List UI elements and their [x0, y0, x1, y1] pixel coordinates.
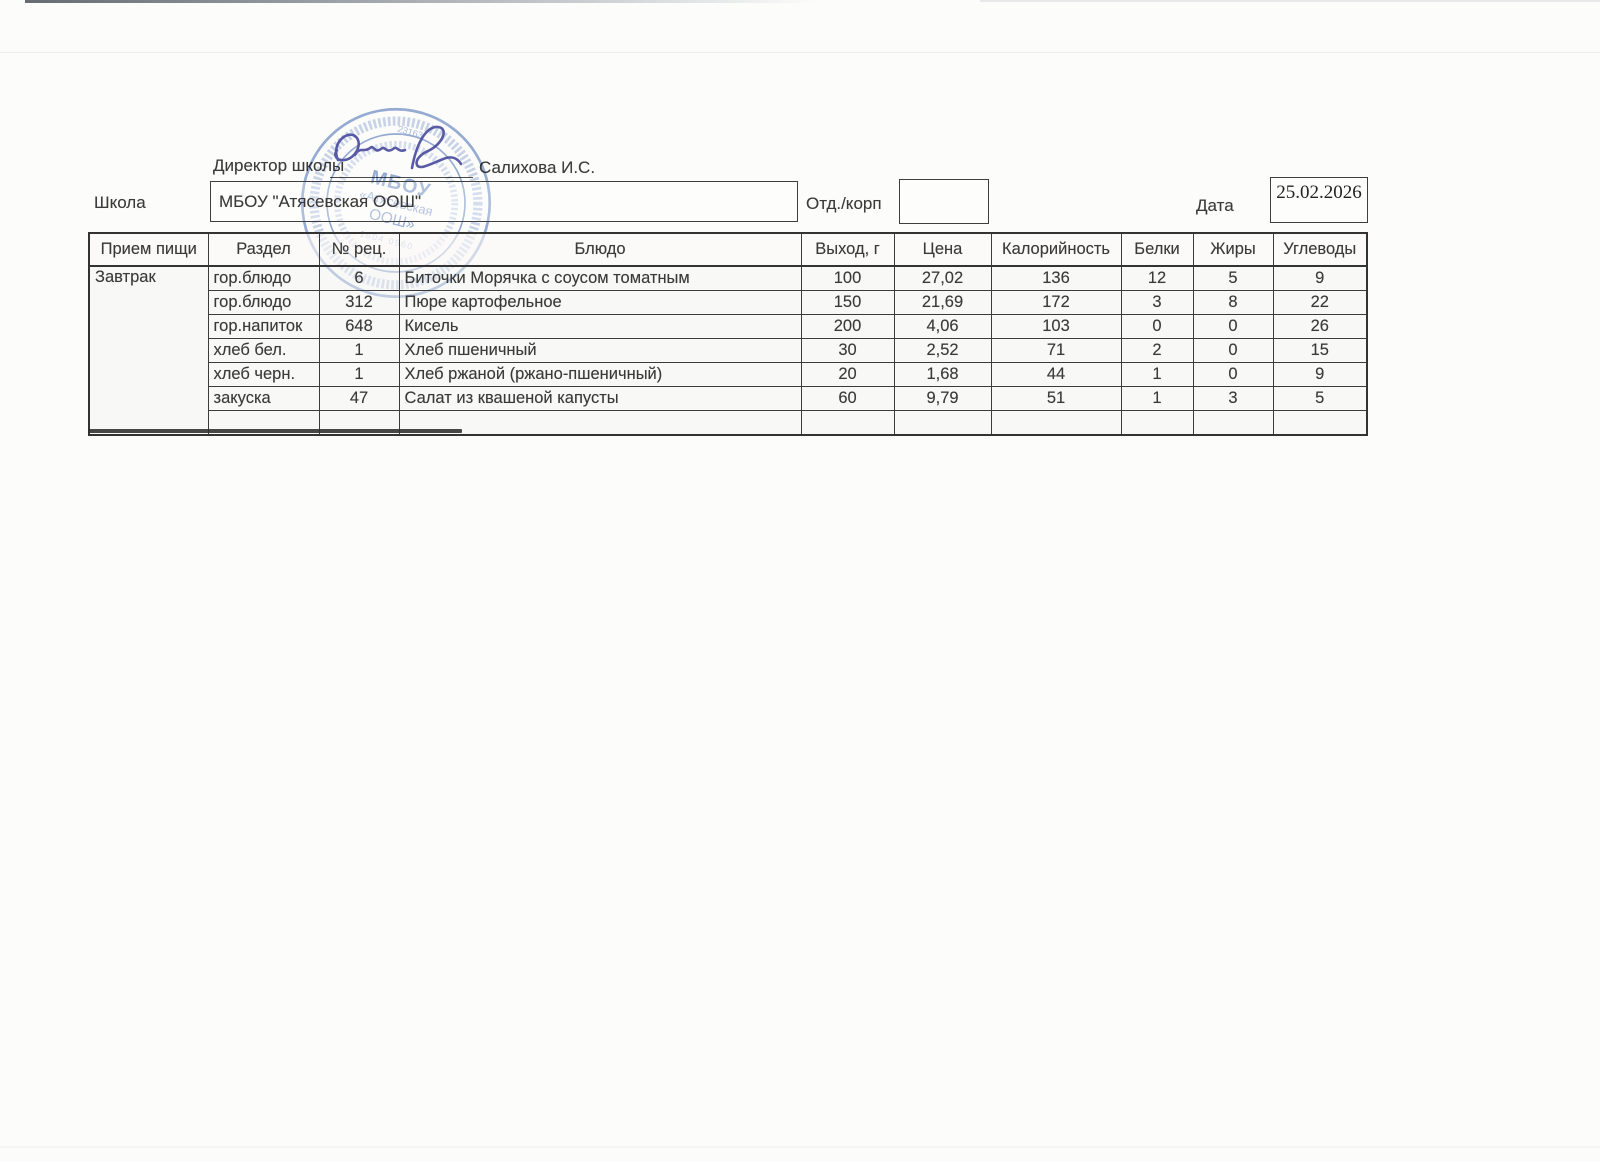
protein-cell: 12	[1120, 265, 1194, 291]
fat-cell: 0	[1192, 314, 1274, 339]
table-row: гор.блюдо 312 Пюре картофельное 150 21,6…	[89, 290, 1368, 315]
weight-cell: 30	[800, 338, 895, 363]
recipe-no-cell: 1	[318, 338, 400, 363]
recipe-no-cell: 648	[318, 314, 400, 339]
col-header-protein: Белки	[1120, 232, 1194, 267]
date-value: 25.02.2026	[1276, 182, 1362, 203]
dish-cell	[398, 410, 802, 436]
dept-corp-label: Отд./корп	[806, 194, 882, 213]
dish-cell: Хлеб пшеничный	[398, 338, 802, 363]
dish-cell: Кисель	[398, 314, 802, 339]
dish-cell: Салат из квашеной капусты	[398, 386, 802, 411]
fat-cell: 5	[1192, 265, 1274, 291]
table-row: Завтрак гор.блюдо 6 Биточки Морячка с со…	[88, 265, 1368, 436]
weight-cell: 100	[800, 265, 895, 291]
calories-cell: 172	[990, 290, 1122, 315]
recipe-no-cell: 47	[318, 386, 400, 411]
meal-group-cell: Завтрак	[88, 265, 209, 436]
dish-cell: Пюре картофельное	[398, 290, 802, 315]
weight-cell: 200	[800, 314, 895, 339]
director-label: Директор школы	[213, 156, 345, 175]
date-label: Дата	[1196, 196, 1234, 215]
scan-artifact-top-line	[25, 0, 815, 3]
calories-cell: 44	[990, 362, 1122, 387]
protein-cell	[1120, 410, 1194, 436]
director-name: Салихова И.С.	[479, 158, 596, 177]
scan-artifact-band	[0, 52, 1600, 53]
recipe-no-cell: 1	[318, 362, 400, 387]
scan-artifact-top-line-right	[980, 0, 1600, 2]
carbs-cell	[1272, 410, 1368, 436]
fat-cell: 8	[1192, 290, 1274, 315]
carbs-cell: 9	[1272, 362, 1368, 387]
section-cell: гор.напиток	[207, 314, 320, 339]
menu-table: Прием пищи Раздел № рец. Блюдо Выход, г …	[88, 232, 1368, 436]
fat-cell: 0	[1192, 338, 1274, 363]
section-cell: гор.блюдо	[207, 290, 320, 315]
price-cell: 4,06	[893, 314, 992, 339]
col-header-price: Цена	[893, 232, 992, 267]
stamp-digits-top: 23163	[396, 124, 423, 141]
table-header-row: Прием пищи Раздел № рец. Блюдо Выход, г …	[88, 232, 1368, 267]
col-header-calories: Калорийность	[990, 232, 1122, 267]
col-header-fat: Жиры	[1192, 232, 1274, 267]
section-cell: закуска	[207, 386, 320, 411]
price-cell: 27,02	[893, 265, 992, 291]
weight-cell: 20	[800, 362, 895, 387]
school-name-box: МБОУ "Атясевская ООШ"	[210, 181, 798, 222]
section-cell: гор.блюдо	[207, 265, 320, 291]
recipe-no-cell: 312	[318, 290, 400, 315]
dish-cell: Хлеб ржаной (ржано-пшеничный)	[398, 362, 802, 387]
protein-cell: 1	[1120, 386, 1194, 411]
section-cell: хлеб черн.	[207, 362, 320, 387]
price-cell	[893, 410, 992, 436]
dept-corp-box	[899, 179, 989, 224]
carbs-cell: 22	[1272, 290, 1368, 315]
scan-artifact-bottom-band	[0, 1146, 1600, 1148]
calories-cell: 136	[990, 265, 1122, 291]
calories-cell: 103	[990, 314, 1122, 339]
price-cell: 1,68	[893, 362, 992, 387]
price-cell: 2,52	[893, 338, 992, 363]
table-row: хлеб бел. 1 Хлеб пшеничный 30 2,52 71 2 …	[89, 338, 1368, 363]
price-cell: 21,69	[893, 290, 992, 315]
weight-cell: 60	[800, 386, 895, 411]
table-row: хлеб черн. 1 Хлеб ржаной (ржано-пшеничны…	[89, 362, 1368, 387]
col-header-section: Раздел	[207, 232, 320, 267]
col-header-weight: Выход, г	[800, 232, 895, 267]
recipe-no-cell: 6	[318, 265, 400, 291]
protein-cell: 3	[1120, 290, 1194, 315]
col-header-carbs: Углеводы	[1272, 232, 1368, 267]
protein-cell: 1	[1120, 362, 1194, 387]
col-header-dish: Блюдо	[398, 232, 802, 267]
weight-cell	[800, 410, 895, 436]
protein-cell: 2	[1120, 338, 1194, 363]
price-cell: 9,79	[893, 386, 992, 411]
table-row: гор.напиток 648 Кисель 200 4,06 103 0 0 …	[89, 314, 1368, 339]
calories-cell: 71	[990, 338, 1122, 363]
carbs-cell: 9	[1272, 265, 1368, 291]
carbs-cell: 15	[1272, 338, 1368, 363]
carbs-cell: 26	[1272, 314, 1368, 339]
school-name-value: МБОУ "Атясевская ООШ"	[219, 191, 422, 211]
table-thick-bottom-border	[88, 429, 462, 433]
weight-cell: 150	[800, 290, 895, 315]
fat-cell: 3	[1192, 386, 1274, 411]
table-row: закуска 47 Салат из квашеной капусты 60 …	[89, 386, 1368, 411]
col-header-meal: Прием пищи	[88, 232, 209, 267]
date-box: 25.02.2026	[1270, 177, 1368, 223]
dish-cell: Биточки Морячка с соусом томатным	[398, 265, 802, 291]
fat-cell: 0	[1192, 362, 1274, 387]
col-header-recipe-no: № рец.	[318, 232, 400, 267]
fat-cell	[1192, 410, 1274, 436]
carbs-cell: 5	[1272, 386, 1368, 411]
protein-cell: 0	[1120, 314, 1194, 339]
section-cell: хлеб бел.	[207, 338, 320, 363]
signature-underline	[330, 160, 473, 178]
calories-cell	[990, 410, 1122, 436]
calories-cell: 51	[990, 386, 1122, 411]
school-label: Школа	[94, 193, 146, 212]
